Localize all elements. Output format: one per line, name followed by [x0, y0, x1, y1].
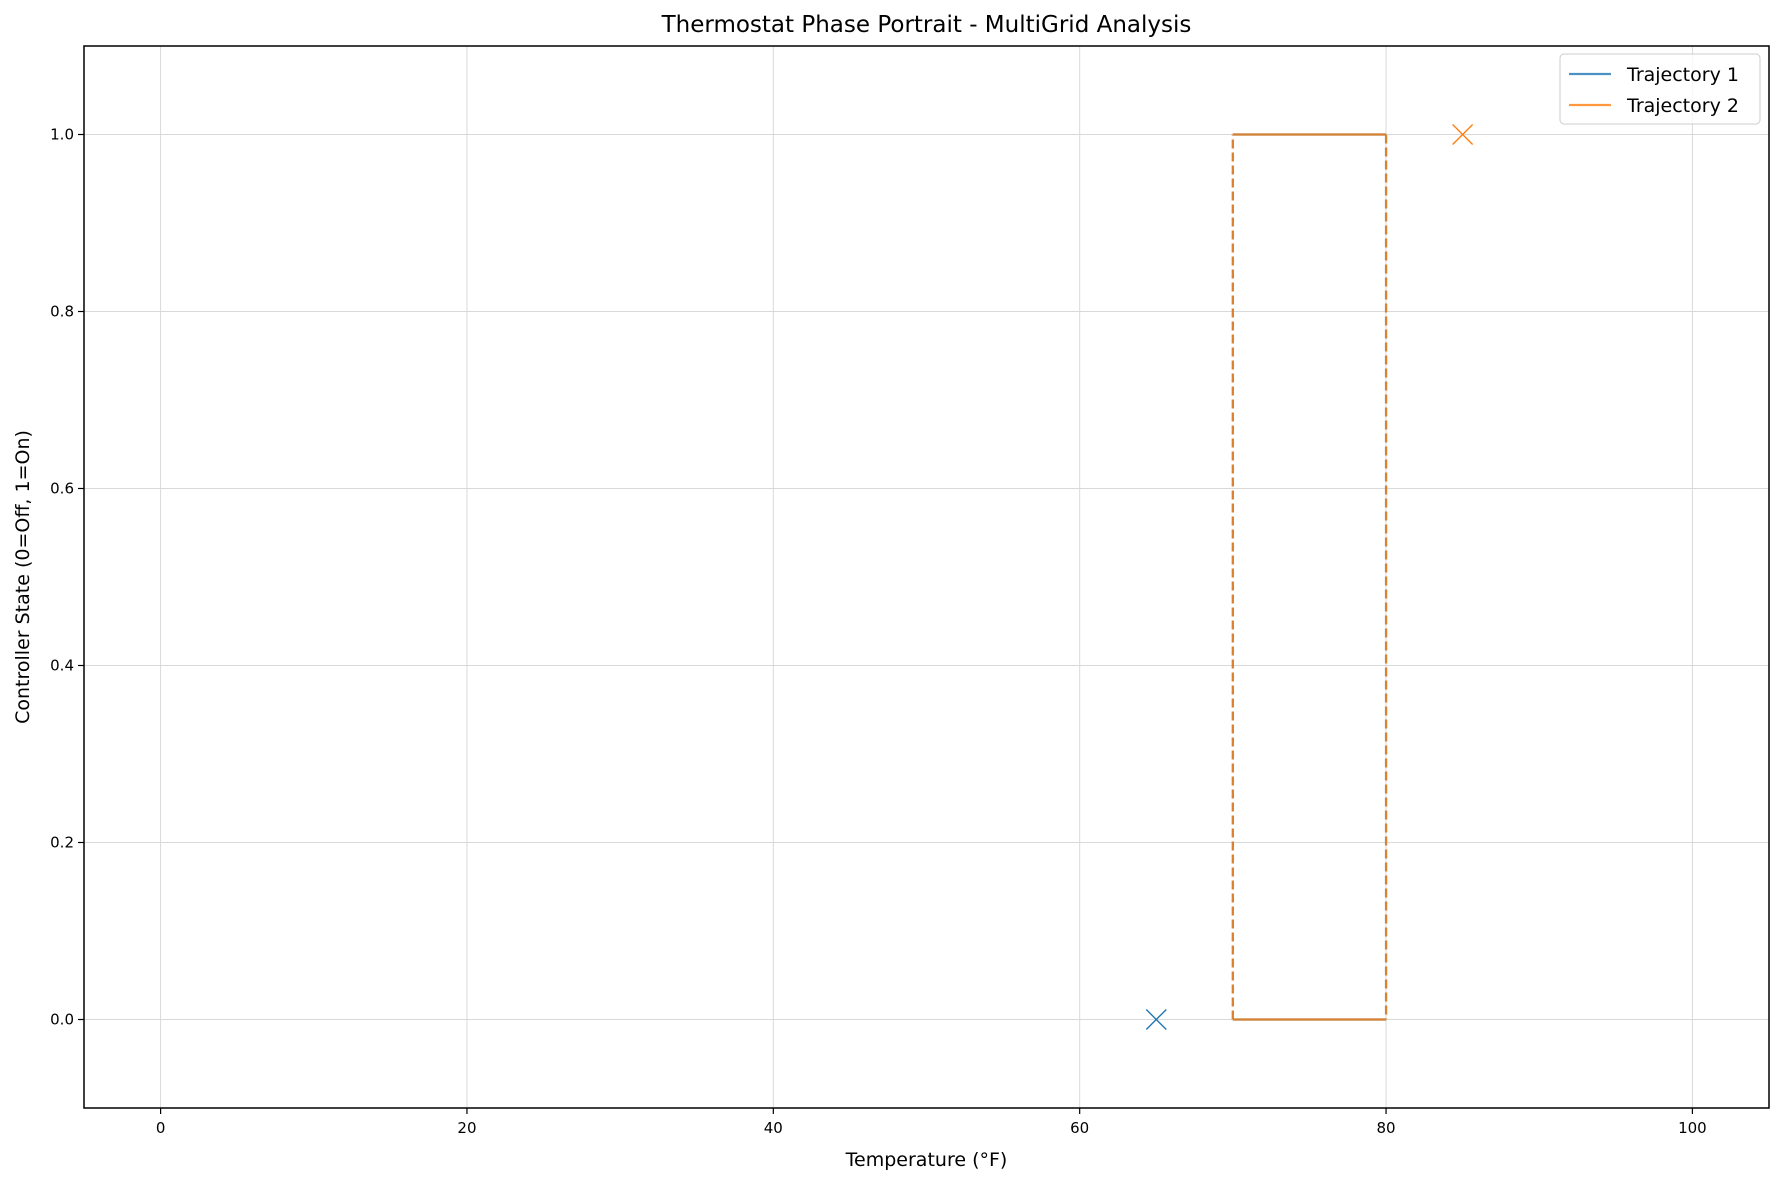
marker-stroke [1145, 1009, 1167, 1030]
x-tick-label: 80 [1376, 1119, 1395, 1137]
x-tick-label: 40 [764, 1119, 783, 1137]
y-tick-label: 0.6 [50, 480, 74, 498]
y-axis-label: Controller State (0=Off, 1=On) [12, 430, 34, 724]
x-tick-label: 0 [156, 1119, 166, 1137]
y-tick-label: 0.2 [50, 834, 74, 852]
y-axis-ticks: 0.0 0.2 0.4 0.6 0.8 1.0 [50, 126, 84, 1029]
y-tick-label: 0.8 [50, 303, 74, 321]
x-axis-ticks: 0 20 40 60 80 100 [156, 1108, 1707, 1137]
legend-label-2: Trajectory 2 [1626, 95, 1739, 117]
series-layer [1145, 124, 1474, 1030]
legend: Trajectory 1 Trajectory 2 [1559, 53, 1761, 125]
plot-frame [83, 45, 1770, 1109]
y-tick-label: 1.0 [50, 126, 74, 144]
x-tick-label: 100 [1678, 1119, 1707, 1137]
y-tick-label: 0.0 [50, 1011, 74, 1029]
marker-stroke [1452, 124, 1474, 145]
legend-label-1: Trajectory 1 [1626, 64, 1739, 86]
trajectory-1-end-marker [1145, 1009, 1167, 1030]
x-tick-label: 60 [1070, 1119, 1089, 1137]
series-trajectory-2 [1231, 124, 1474, 1021]
x-tick-label: 20 [457, 1119, 476, 1137]
legend-box [1559, 53, 1761, 125]
x-axis-label: Temperature (°F) [845, 1149, 1008, 1171]
trajectory-2-end-marker [1452, 124, 1474, 145]
chart-title: Thermostat Phase Portrait - MultiGrid An… [661, 12, 1192, 38]
y-tick-label: 0.4 [50, 657, 74, 675]
